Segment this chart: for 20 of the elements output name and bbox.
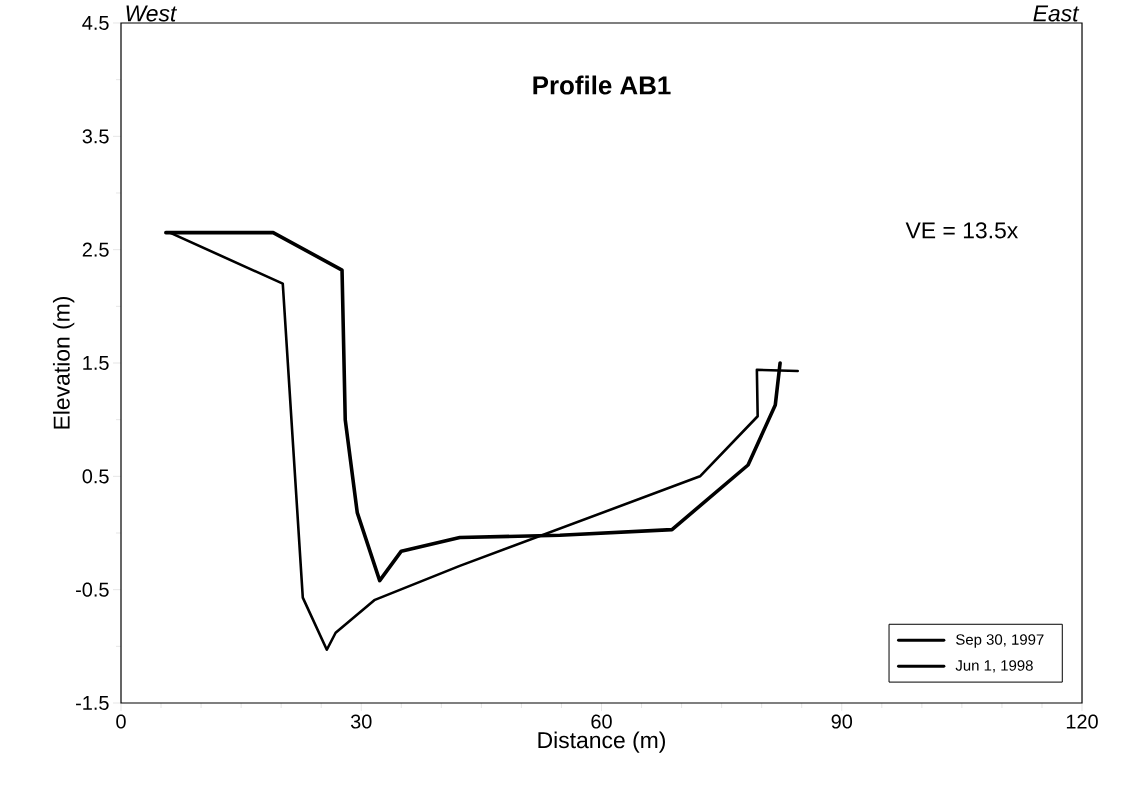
legend-label: Sep 30, 1997 xyxy=(956,634,1044,648)
x-tick-label: 120 xyxy=(1066,714,1098,729)
y-tick-label: 4.5 xyxy=(82,16,109,30)
legend-label: Jun 1, 1998 xyxy=(955,660,1033,673)
text: Profile AB1 xyxy=(533,75,671,95)
text: West xyxy=(126,5,178,22)
y-tick-label: 1.5 xyxy=(83,356,109,370)
x-tick-label: 30 xyxy=(350,714,372,729)
y-tick-label: 2.5 xyxy=(82,242,109,257)
annotation: VE = 13.5x xyxy=(905,222,1018,239)
x-tick-label: 0 xyxy=(116,714,126,729)
x-tick-label: 60 xyxy=(591,714,612,729)
y-tick-label: -1.5 xyxy=(76,696,109,710)
x-tick-label: 90 xyxy=(831,714,853,729)
y-tick-label: 3.5 xyxy=(82,129,109,144)
y-tick-label: -0.5 xyxy=(76,582,109,597)
y-axis-title: Elevation (m) xyxy=(52,296,75,429)
y-tick-label: 0.5 xyxy=(82,469,109,484)
text: East xyxy=(1033,5,1080,22)
x-axis-title: Distance (m) xyxy=(538,731,665,753)
